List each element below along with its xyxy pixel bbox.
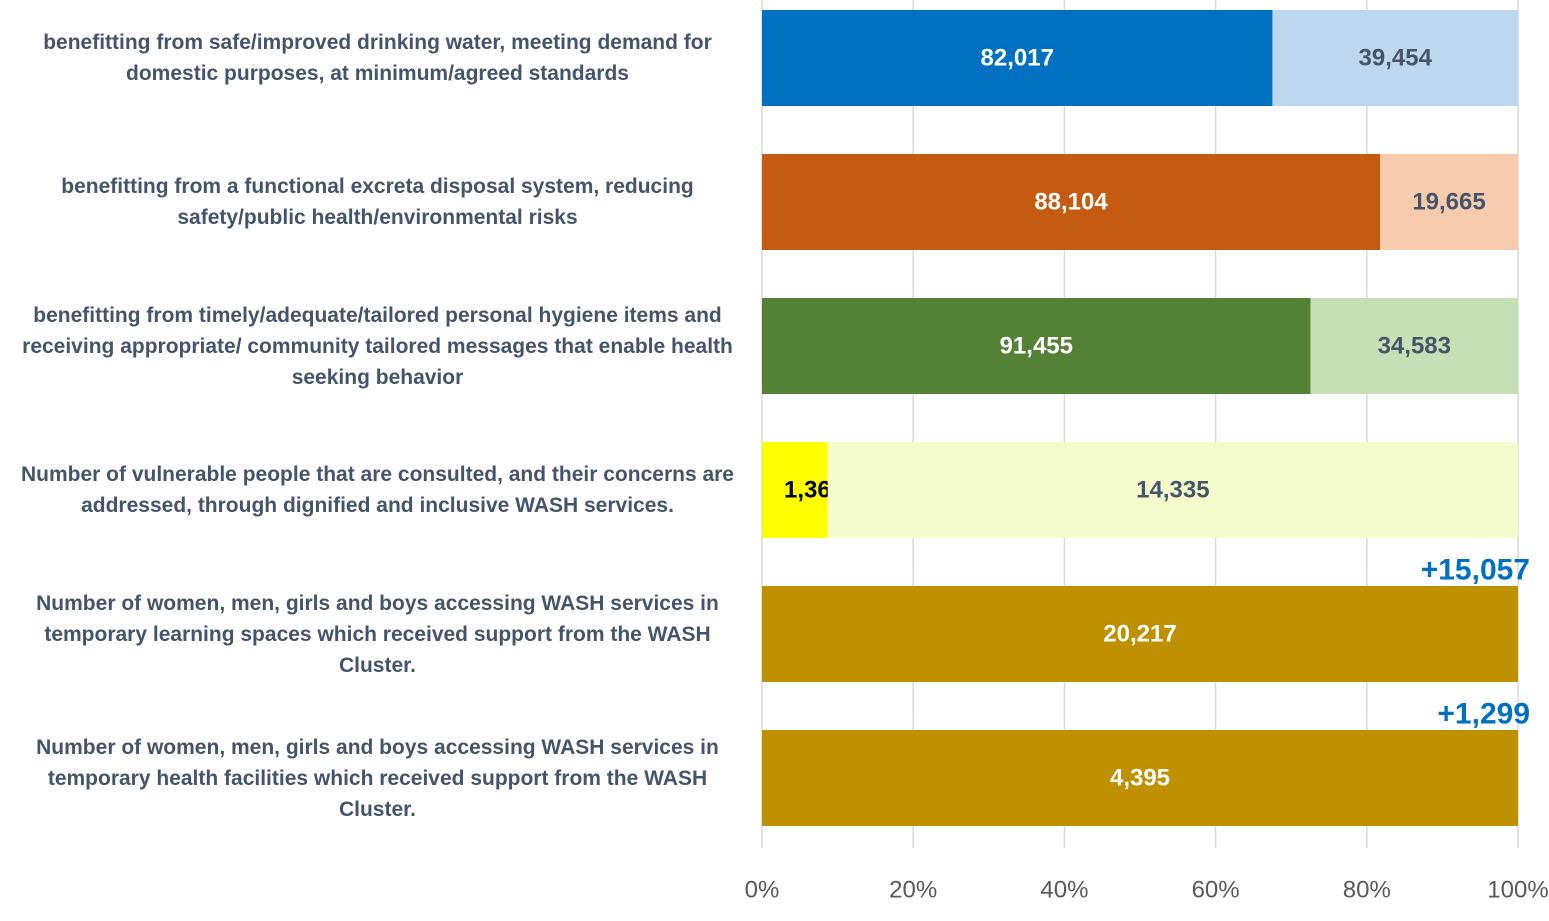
bar-segment [762,298,1311,394]
bar-segment [762,730,1518,826]
value-label: 34,583 [1378,333,1451,360]
category-label: Number of vulnerable people that are con… [20,463,734,517]
bar-segment [1272,10,1518,106]
bar-segment [1380,154,1518,250]
annotation: +15,057 [1421,554,1530,587]
x-tick-label: 0% [745,877,780,904]
category-label: benefitting from a functional excreta di… [61,175,694,229]
x-tick-label: 60% [1192,877,1240,904]
value-label: 20,217 [1103,621,1176,648]
category-label: benefitting from safe/improved drinking … [43,31,712,85]
value-label: 14,335 [1136,477,1209,504]
x-tick-label: 40% [1040,877,1088,904]
x-tick-label: 100% [1487,877,1548,904]
value-label: 19,665 [1412,189,1485,216]
bar-segment [827,442,1518,538]
category-label: benefitting from timely/adequate/tailore… [22,303,733,389]
x-tick-label: 80% [1343,877,1391,904]
category-label: Number of women, men, girls and boys acc… [36,735,719,821]
value-label: 91,455 [1000,333,1073,360]
value-label: 82,017 [981,45,1054,72]
value-label: 4,395 [1110,765,1170,792]
value-label: 39,454 [1359,45,1433,72]
bar-segment [762,154,1381,250]
bar-segment [1310,298,1518,394]
category-label: Number of women, men, girls and boys acc… [36,591,719,677]
value-label: 88,104 [1034,189,1108,216]
bar-segment [762,442,828,538]
annotation: +1,299 [1437,698,1530,731]
bar-segment [762,586,1518,682]
x-tick-label: 20% [889,877,937,904]
bar-segment [762,10,1273,106]
